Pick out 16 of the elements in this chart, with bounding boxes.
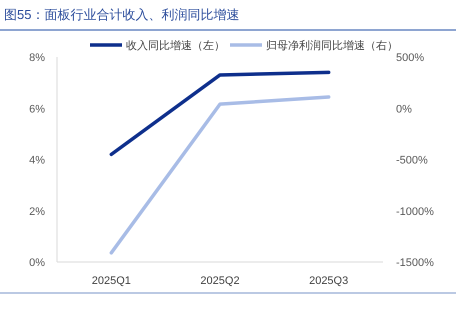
y-tick-label: 2% [29, 206, 46, 218]
y-tick-label: 4% [29, 154, 46, 166]
legend-label: 归母净利润同比增速（右） [266, 39, 398, 52]
y-tick-label: 6% [29, 103, 46, 116]
y2-tick-label: -1000% [396, 206, 434, 218]
title: 图55：面板行业合计收入、利润同比增速 [4, 7, 240, 22]
y2-tick-label: -500% [396, 154, 428, 166]
x-tick-label: 2025Q3 [309, 275, 348, 287]
y-tick-label: 0% [29, 257, 46, 269]
x-tick-label: 2025Q2 [200, 275, 240, 287]
legend-label: 收入同比增速（左） [126, 39, 225, 52]
x-tick-label: 2025Q1 [92, 275, 131, 287]
y2-tick-label: -1500% [396, 257, 434, 269]
y-tick-label: 8% [29, 52, 46, 64]
y2-tick-label: 500% [396, 52, 424, 64]
y2-tick-label: 0% [396, 103, 412, 116]
